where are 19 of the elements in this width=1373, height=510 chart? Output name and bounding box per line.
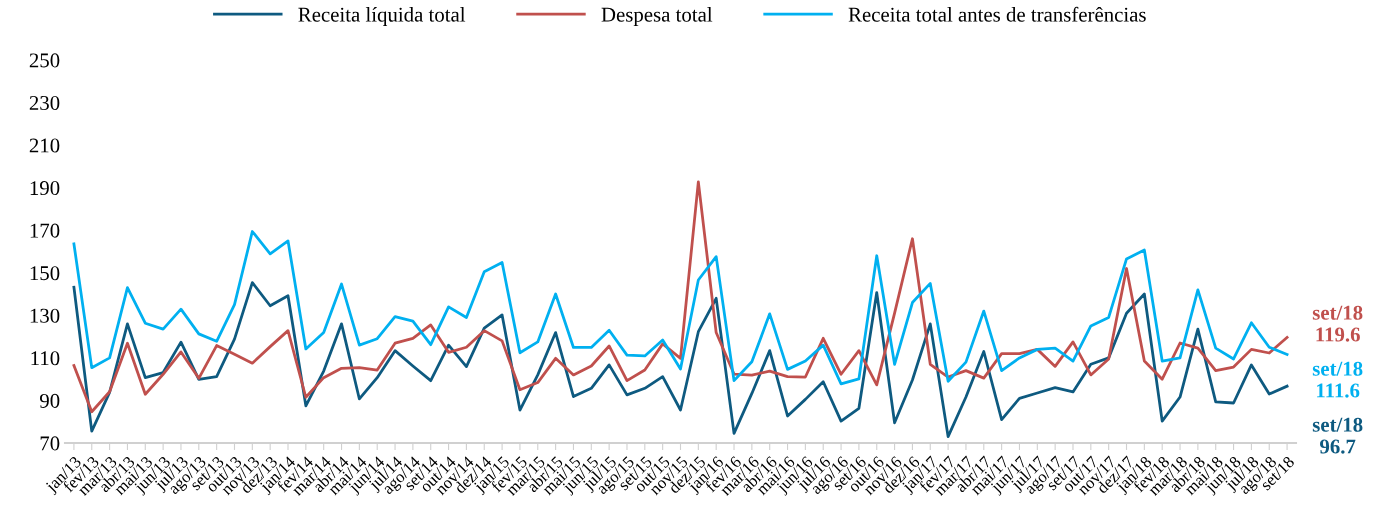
y-tick-label: 250	[29, 53, 60, 68]
legend-label: Despesa total	[601, 7, 713, 26]
y-tick-label: 130	[30, 308, 60, 323]
y-tick-label: 190	[30, 181, 60, 196]
y-tick-label: 170	[30, 223, 60, 238]
line-series	[72, 281, 1289, 439]
annotation: set/18 119.6	[1312, 305, 1363, 342]
legend-label: Receita líquida total	[298, 7, 466, 26]
line-series	[72, 230, 1289, 386]
line-series	[72, 180, 1289, 414]
y-tick-label: 70	[40, 436, 60, 451]
y-tick-label: 150	[30, 266, 60, 281]
y-tick-label: 110	[31, 351, 60, 366]
y-tick-label: 230	[29, 95, 60, 110]
legend-label: Receita total antes de transferências	[848, 6, 1146, 22]
y-tick-label: 90	[39, 393, 60, 408]
y-tick-label: 210	[29, 138, 60, 153]
annotation: set/18 111.6	[1312, 361, 1363, 398]
annotation: set/18 96.7	[1312, 417, 1363, 454]
